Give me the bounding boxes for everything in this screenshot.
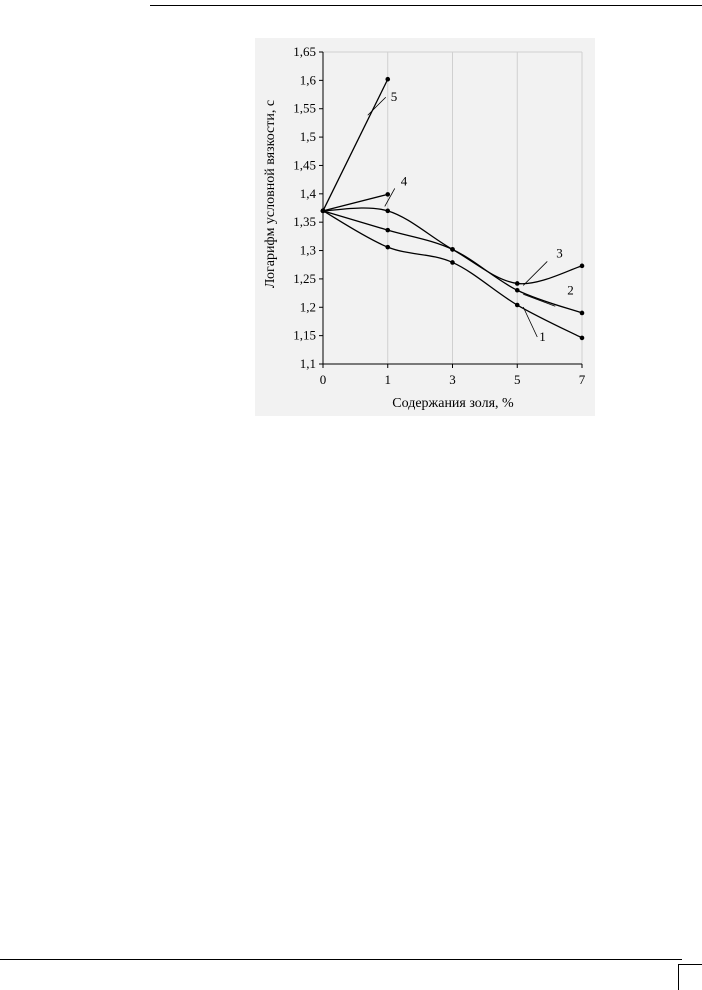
y-tick-label: 1,4 [300,186,317,201]
data-points [320,76,585,341]
annotation-leader-2 [523,293,556,307]
x-tick-label: 0 [320,372,327,387]
annotation-label-3: 3 [556,245,563,260]
x-tick-label: 1 [385,372,392,387]
x-tick-label: 7 [579,372,586,387]
series-line-4 [322,193,388,212]
y-tick-label: 1,5 [300,129,316,144]
data-point-series-5 [385,76,391,82]
annotation-leader-5 [367,96,387,116]
y-tick-label: 1,2 [300,299,316,314]
x-axis-label: Содержания золя, % [392,396,514,411]
y-tick-label: 1,35 [293,214,316,229]
footer-rule [0,959,682,960]
data-point-series-1 [579,335,585,341]
x-tick-label: 5 [514,372,521,387]
y-tick-label: 1,65 [293,44,316,59]
page-number-box [678,964,702,990]
y-tick-label: 1,1 [300,356,316,371]
series-line-5 [322,78,389,212]
header-rule [150,5,702,6]
annotation-leader-1 [522,306,538,338]
annotation-label-4: 4 [401,173,408,188]
y-tick-label: 1,55 [293,101,316,116]
data-point-series-2 [579,310,585,316]
tick-labels: 1,1 1,15 1,2 1,25 1,3 1,35 1,4 1,45 1,5 1,55 1,6 1,… [293,44,586,387]
data-point-series-5 [320,208,326,214]
data-point-series-3 [385,208,391,214]
data-point-series-1 [450,260,455,265]
data-point-series-1 [514,302,520,308]
y-tick-label: 1,15 [293,328,316,343]
chart-svg: 1,1 1,15 1,2 1,25 1,3 1,35 1,4 1,45 1,5 1,55 1,6 1,… [263,44,586,411]
data-point-series-3 [514,281,520,286]
annotation-label-1: 1 [539,329,546,344]
y-axis-label: Логарифм условной вязкости, с [263,100,278,288]
series-annotations: 1 2 3 4 5 [367,89,574,344]
y-tick-label: 1,25 [293,271,316,286]
annotation-leader-3 [522,261,548,286]
x-tick-label: 3 [449,372,456,387]
data-point-series-2 [514,287,520,293]
data-point-series-2 [385,227,391,233]
data-point-series-3 [450,247,455,252]
axes [319,51,583,368]
annotation-label-5: 5 [391,89,398,104]
y-tick-label: 1,6 [300,72,317,87]
data-point-series-4 [385,192,391,197]
y-tick-label: 1,45 [293,157,316,172]
annotation-label-2: 2 [567,282,574,297]
data-point-series-1 [385,244,391,250]
y-tick-label: 1,3 [300,243,316,258]
annotation-leader-4 [384,188,396,207]
data-point-series-3 [579,263,585,269]
chart: 1,1 1,15 1,2 1,25 1,3 1,35 1,4 1,45 1,5 1,55 1,6 1,… [255,38,595,416]
